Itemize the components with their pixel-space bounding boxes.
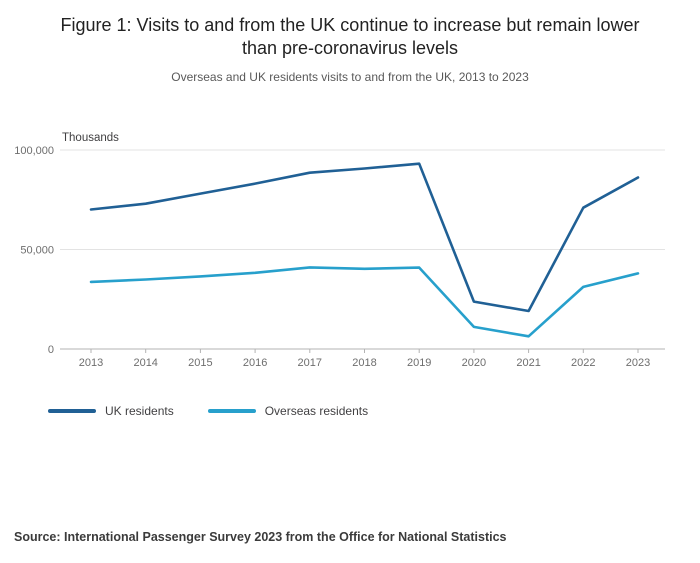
- y-tick-label: 50,000: [20, 244, 54, 256]
- x-tick-label: 2020: [462, 357, 486, 369]
- x-tick-label: 2015: [188, 357, 212, 369]
- x-tick-label: 2018: [352, 357, 376, 369]
- y-axis-unit-label: Thousands: [62, 132, 119, 144]
- y-tick-label: 0: [48, 344, 54, 356]
- legend-label-overseas-residents: Overseas residents: [264, 403, 369, 418]
- uk-residents-line-swatch: [48, 408, 96, 413]
- legend-item-overseas-residents: Overseas residents: [207, 403, 369, 418]
- overseas-residents-line-swatch: [207, 408, 256, 413]
- chart-title: Figure 1: Visits to and from the UK cont…: [60, 15, 640, 59]
- legend: UK residents Overseas residents: [0, 404, 700, 418]
- chart-subtitle: Overseas and UK residents visits to and …: [171, 69, 529, 84]
- series-line-uk-residents: [89, 162, 640, 313]
- legend-label-uk-residents: UK residents: [105, 403, 174, 418]
- x-tick-label: 2013: [79, 357, 103, 369]
- x-tick-label: 2014: [133, 357, 157, 369]
- x-tick-label: 2016: [243, 357, 267, 369]
- source-note: Source: International Passenger Survey 2…: [14, 530, 507, 544]
- line-chart: 0 50,000 100,000 Thousands 2013 2014 2015 2016 2…: [14, 132, 665, 369]
- series-line-overseas-residents: [89, 265, 640, 338]
- y-tick-label: 100,000: [14, 145, 54, 157]
- x-tick-label: 2023: [626, 357, 650, 369]
- legend-item-uk-residents: UK residents: [48, 404, 174, 418]
- x-tick-label: 2022: [571, 357, 595, 369]
- x-tick-label: 2021: [516, 357, 540, 369]
- x-tick-label: 2019: [407, 357, 431, 369]
- x-tick-label: 2017: [298, 357, 322, 369]
- figure-container: Figure 1: Visits to and from the UK cont…: [0, 14, 700, 563]
